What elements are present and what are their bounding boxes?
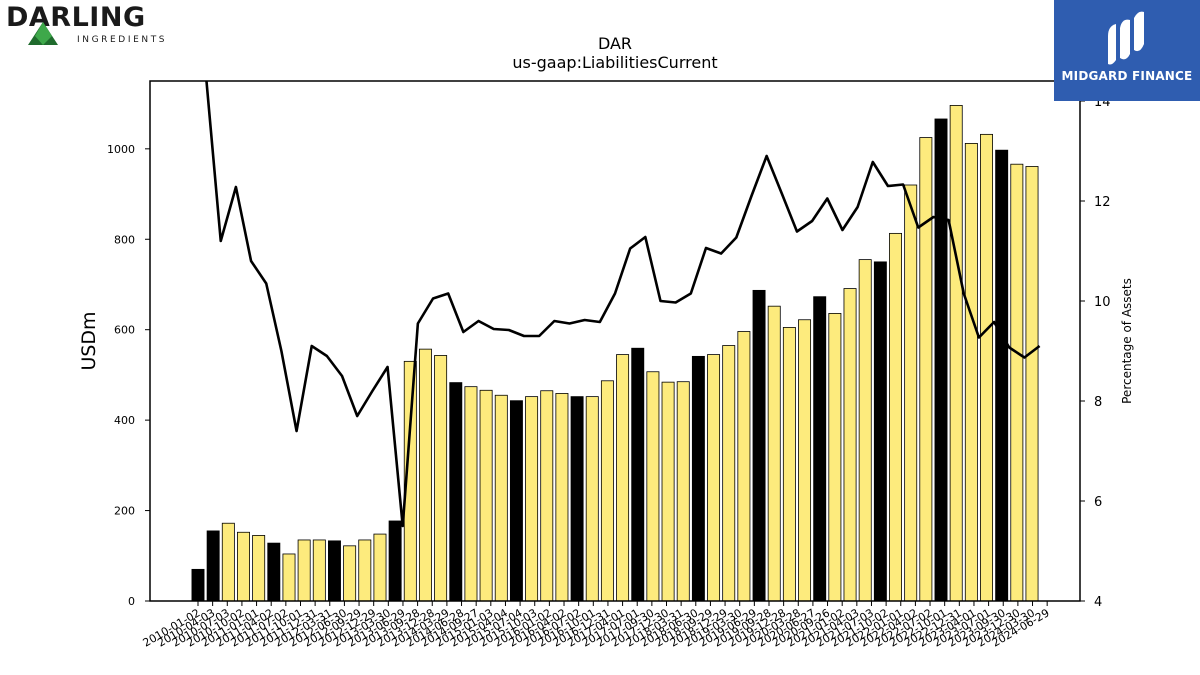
bar-2019-09-28 [782, 327, 796, 602]
bar-2018-03-31 [691, 355, 705, 602]
bar-2020-03-28 [813, 296, 827, 602]
chart-subtitle: us-gaap:LiabilitiesCurrent [512, 53, 717, 72]
midgard-name: MIDGARD FINANCE [1061, 69, 1193, 83]
bar-2020-06-27 [828, 313, 842, 602]
y2-tick-label: 8 [1094, 395, 1102, 410]
bar-2015-01-03 [494, 394, 508, 602]
bar-2017-04-01 [631, 347, 645, 602]
x-axis: 2010-01-022010-04-032010-07-032010-10-02… [141, 601, 1052, 650]
y-tick-label: 1000 [107, 143, 135, 156]
line-series-group [205, 81, 1041, 528]
y2-tick-label: 4 [1094, 595, 1102, 610]
bar-2011-10-01 [297, 539, 311, 602]
bar-2021-10-02 [904, 184, 918, 602]
bar-2016-12-31 [616, 354, 630, 602]
bar-2016-01-02 [555, 393, 569, 602]
bar-2012-03-31 [328, 540, 341, 602]
bar-2022-07-02 [949, 105, 963, 602]
y-tick-label: 800 [114, 233, 135, 246]
bar-group [191, 105, 1039, 602]
bar-2023-07-01 [1010, 163, 1024, 602]
bar-2015-04-04 [509, 400, 523, 602]
bar-2013-09-28 [418, 348, 432, 602]
bar-2014-06-28 [464, 386, 478, 602]
bar-2016-07-02 [585, 396, 599, 602]
bar-2014-09-27 [479, 389, 493, 602]
bar-2011-12-31 [312, 539, 326, 602]
bar-2011-07-02 [282, 553, 296, 602]
bar-2015-07-04 [525, 396, 539, 602]
bar-2019-06-29 [767, 305, 781, 602]
y2-tick-label: 12 [1094, 195, 1111, 210]
bar-2022-10-01 [964, 142, 978, 602]
chart-title: DAR [598, 34, 632, 53]
bar-2017-07-01 [646, 371, 660, 602]
bar-2010-01-02 [191, 568, 205, 602]
bar-2019-12-28 [798, 319, 812, 602]
y-tick-label: 400 [114, 414, 135, 427]
bar-2012-06-30 [343, 545, 357, 602]
bar-2023-04-01 [995, 149, 1009, 602]
bar-2021-01-02 [858, 259, 872, 602]
bar-2011-04-02 [267, 542, 281, 602]
bar-2013-03-30 [388, 520, 402, 602]
y2-axis-label: Percentage of Assets [1120, 278, 1134, 404]
y-tick-label: 600 [114, 324, 135, 337]
y-tick-label: 0 [128, 595, 135, 608]
darling-ingredients-logo: DARLING INGREDIENTS [4, 2, 174, 48]
bar-2021-07-03 [889, 232, 902, 602]
bar-2015-10-03 [540, 390, 554, 602]
pct-assets-line [205, 81, 1041, 528]
bar-2016-10-01 [600, 380, 614, 602]
y-axis-label: USDm [78, 311, 100, 370]
bar-2018-06-30 [707, 354, 721, 602]
bar-2010-10-02 [237, 531, 250, 602]
bar-2022-01-01 [919, 137, 933, 602]
midgard-finance-logo: MIDGARD FINANCE [1054, 0, 1200, 101]
bar-2012-12-29 [373, 533, 387, 602]
midgard-mark-icon [1108, 11, 1144, 65]
bar-2022-04-02 [934, 118, 948, 602]
bar-2016-04-02 [570, 396, 584, 602]
y2-tick-label: 6 [1094, 495, 1102, 510]
bar-2018-09-29 [722, 345, 736, 602]
bar-2018-12-29 [737, 331, 751, 602]
bar-2023-09-30 [1025, 166, 1039, 602]
bar-2021-04-03 [873, 261, 887, 602]
bar-2017-12-30 [676, 381, 690, 602]
y-axis: 0 200 400 600 800 1000 [107, 143, 150, 608]
logo-subtitle: INGREDIENTS [77, 35, 168, 45]
bar-2010-04-03 [206, 530, 220, 602]
bar-2012-09-29 [358, 539, 372, 602]
bar-2011-01-01 [252, 535, 266, 602]
y-tick-label: 200 [114, 505, 135, 518]
bar-2010-07-03 [221, 522, 235, 602]
plot-frame [149, 80, 1081, 602]
logo-wordmark: DARLING [6, 2, 146, 33]
leaf-triangle-icon [28, 22, 58, 45]
bar-2019-03-30 [752, 289, 766, 602]
y2-tick-label: 10 [1094, 295, 1111, 310]
bar-2017-09-30 [661, 381, 675, 602]
bar-2022-12-31 [980, 133, 993, 602]
bar-2020-09-26 [843, 288, 857, 602]
bar-2014-03-29 [449, 382, 463, 602]
bar-2013-12-28 [434, 355, 448, 602]
